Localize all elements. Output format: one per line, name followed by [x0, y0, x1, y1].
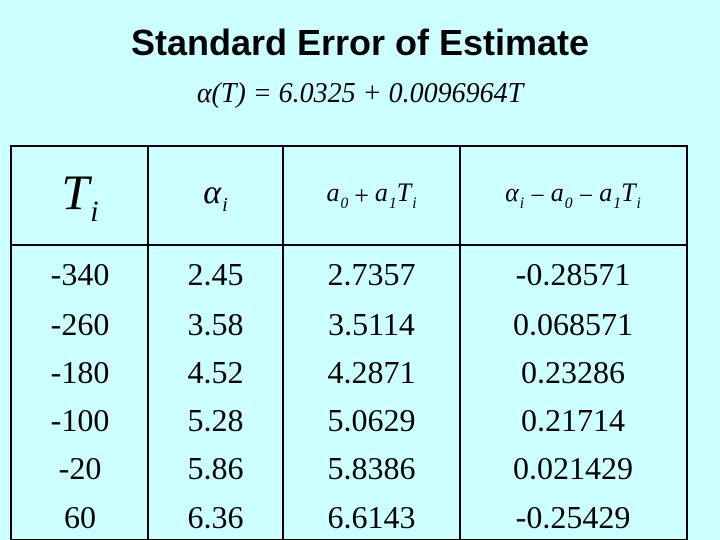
operator: −: [579, 181, 594, 211]
symbol-base: T: [621, 178, 636, 208]
table-cell: 4.52: [187, 354, 244, 390]
subscript: i: [222, 194, 228, 217]
table-cell: -340: [50, 256, 110, 292]
symbol: Ti: [621, 178, 641, 212]
subscript: i: [519, 194, 525, 212]
symbol: Ti: [397, 178, 417, 212]
header-divider: [12, 244, 686, 246]
symbol-base: −: [578, 180, 594, 210]
table-cell: 6.6143: [327, 499, 416, 535]
table-cell: -180: [50, 354, 110, 390]
operator: −: [530, 181, 545, 211]
table-cell: 0.068571: [513, 306, 633, 342]
symbol: a0: [551, 178, 573, 212]
symbol: a1: [599, 178, 621, 212]
formula: α(T) = 6.0325 + 0.0096964T: [196, 78, 524, 109]
column-divider: [459, 147, 461, 539]
symbol-base: a: [326, 178, 340, 208]
column-header: αi − a0− a1 Ti: [460, 147, 686, 244]
symbol: Ti: [61, 163, 98, 229]
table-cell: -260: [50, 306, 110, 342]
table-cell: 5.86: [187, 450, 244, 486]
symbol-base: T: [61, 163, 90, 220]
table-cell: 60: [64, 499, 96, 535]
symbol-base: T: [396, 178, 412, 208]
table-cell: 6.36: [187, 499, 244, 535]
symbol: a0: [326, 178, 348, 212]
table-cell: 0.021429: [513, 450, 633, 486]
symbol: αi: [203, 174, 228, 217]
symbol: a1: [375, 178, 397, 212]
column-header: Ti: [12, 147, 148, 244]
symbol: αi: [505, 178, 524, 212]
symbol-base: a: [374, 178, 388, 208]
symbol-base: +: [354, 180, 369, 210]
slide-title: Standard Error of Estimate: [130, 22, 590, 63]
table-cell: -20: [58, 450, 102, 486]
table-cell: 2.7357: [327, 256, 416, 292]
table-cell: 5.8386: [327, 450, 416, 486]
symbol-base: a: [599, 178, 613, 208]
symbol-base: a: [550, 178, 564, 208]
table-cell: 3.58: [187, 306, 244, 342]
table-cell: 0.21714: [521, 402, 625, 438]
column-divider: [147, 147, 149, 539]
table-cell: 2.45: [187, 256, 244, 292]
column-header: a0 + a1 Ti: [283, 147, 460, 244]
table-cell: 5.0629: [327, 402, 416, 438]
subscript: 1: [388, 194, 397, 212]
column-divider: [282, 147, 284, 539]
column-header: αi: [148, 147, 283, 244]
table-cell: -0.28571: [515, 256, 631, 292]
subscript: i: [412, 194, 417, 212]
table: Ti αi a0 + a1 Ti αi − a0− a1 Ti -340 2.45 2.7357 -0.28…: [10, 145, 688, 540]
subscript: 0: [564, 194, 573, 212]
table-cell: -100: [50, 402, 110, 438]
subscript: i: [636, 194, 641, 212]
subscript: 1: [613, 194, 622, 212]
operator: +: [354, 181, 369, 211]
table-cell: 0.23286: [521, 354, 625, 390]
symbol-base: −: [530, 180, 545, 210]
subscript: 0: [340, 194, 349, 212]
symbol-base: α: [203, 173, 222, 211]
table-cell: 3.5114: [328, 306, 415, 342]
symbol-base: α: [505, 178, 519, 208]
table-cell: 4.2871: [327, 354, 416, 390]
table-cell: -0.25429: [515, 499, 631, 535]
table-cell: 5.28: [187, 402, 244, 438]
subscript: i: [90, 194, 99, 228]
